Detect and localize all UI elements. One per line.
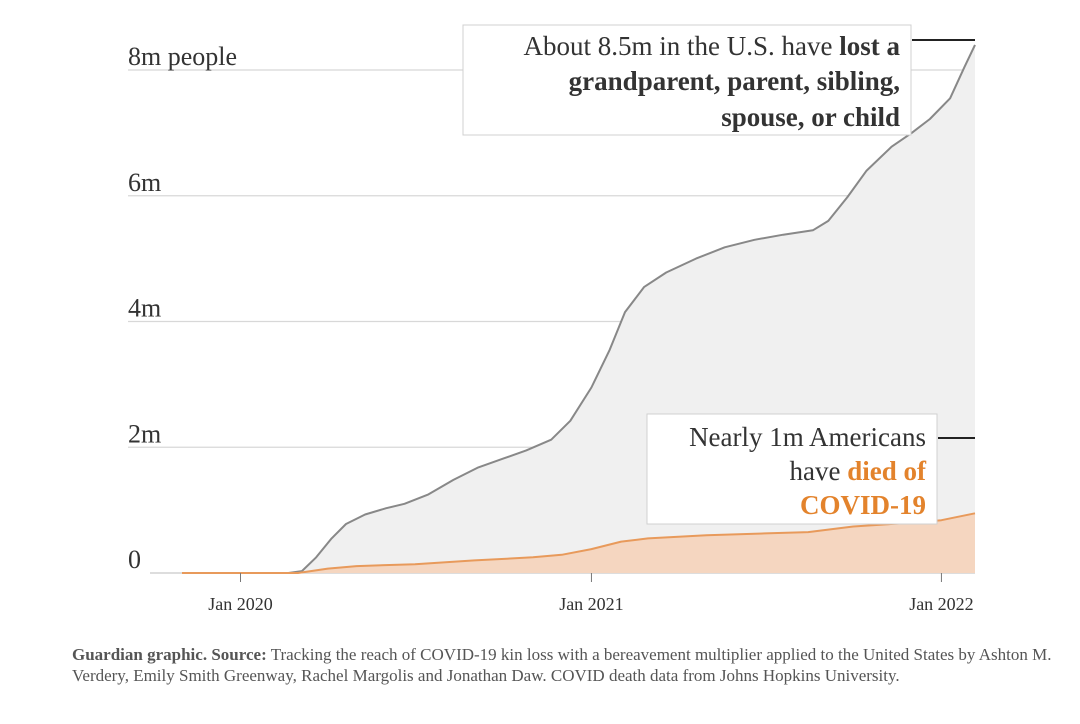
top-annotation-line1-bold: lost a: [839, 31, 900, 61]
y-tick-label: 2m: [128, 419, 161, 448]
series-line-0: [182, 44, 976, 574]
y-tick-label: 8m people: [128, 42, 237, 71]
series-lines: [182, 44, 976, 574]
x-tick-label: Jan 2022: [909, 594, 974, 614]
bottom-annotation-line1: Nearly 1m Americans: [689, 422, 926, 452]
series-area-1: [182, 513, 975, 573]
top-annotation-line2: grandparent, parent, sibling,: [569, 66, 900, 96]
x-axis-ticks: Jan 2020 Jan 2021 Jan 2022: [208, 573, 974, 614]
bottom-annotation-line2-orange: died of: [847, 456, 927, 486]
top-annotation-line1: About 8.5m in the U.S. have lost a: [524, 31, 901, 61]
y-tick-label: 0: [128, 545, 141, 574]
x-tick-label: Jan 2021: [559, 594, 624, 614]
series-line-1: [182, 512, 976, 574]
y-axis-ticks: 0 2m 4m 6m 8m people: [128, 42, 237, 574]
y-tick-label: 4m: [128, 294, 161, 323]
bottom-annotation-line2-regular: have: [790, 456, 848, 486]
top-annotation-line3: spouse, or child: [721, 102, 900, 132]
bottom-annotation-line3: COVID-19: [800, 490, 926, 520]
bottom-annotation-box: [646, 413, 938, 525]
x-tick-label: Jan 2020: [208, 594, 273, 614]
caption-bold: Guardian graphic. Source:: [72, 645, 267, 664]
y-tick-label: 6m: [128, 168, 161, 197]
top-annotation-line1-regular: About 8.5m in the U.S. have: [524, 31, 840, 61]
top-annotation-box: [462, 24, 912, 136]
source-caption: Guardian graphic. Source: Tracking the r…: [72, 644, 1052, 686]
bottom-annotation-line2: have died of: [790, 456, 927, 486]
caption-text: Tracking the reach of COVID-19 kin loss …: [72, 645, 1052, 685]
